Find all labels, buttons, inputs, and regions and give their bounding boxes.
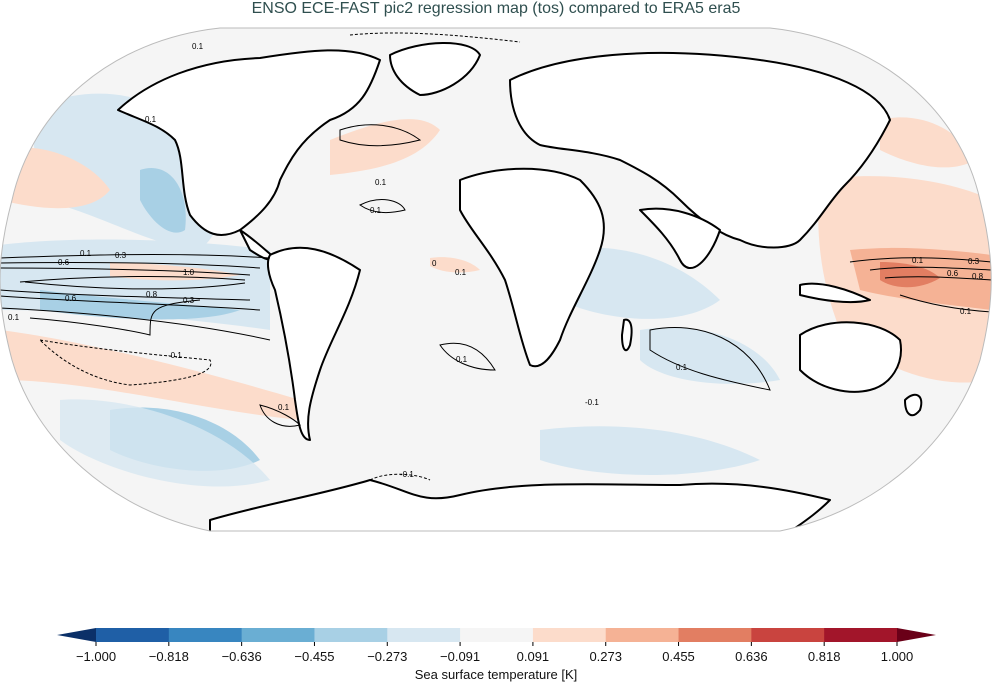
svg-text:1.0: 1.0 [183, 268, 195, 277]
svg-text:0.1: 0.1 [960, 307, 972, 316]
svg-text:0.1: 0.1 [375, 178, 387, 187]
svg-text:0.1: 0.1 [145, 115, 157, 124]
svg-text:0.1: 0.1 [456, 355, 468, 364]
svg-text:0.3: 0.3 [115, 251, 127, 260]
colorbar-tick-label: 0.455 [662, 649, 695, 664]
svg-text:0.8: 0.8 [146, 290, 158, 299]
svg-text:-0.1: -0.1 [585, 398, 599, 407]
chart-title: ENSO ECE-FAST pic2 regression map (tos) … [251, 0, 741, 17]
svg-text:0.8: 0.8 [972, 272, 984, 281]
colorbar-tick-label: −0.273 [367, 649, 408, 664]
colorbar-segment [241, 628, 315, 642]
svg-text:0.1: 0.1 [912, 256, 924, 265]
svg-text:0: 0 [432, 259, 437, 268]
svg-text:-0.1: -0.1 [400, 470, 414, 479]
colorbar-tick-label: 0.818 [807, 649, 841, 664]
svg-text:-0.1: -0.1 [168, 351, 182, 360]
svg-text:0.1: 0.1 [80, 249, 92, 258]
svg-text:0.6: 0.6 [65, 294, 77, 303]
svg-text:0.6: 0.6 [947, 269, 959, 278]
colorbar-tick-label: −0.818 [148, 649, 189, 664]
svg-text:0.6: 0.6 [58, 258, 70, 267]
colorbar-tick-label: 0.273 [589, 649, 622, 664]
svg-text:0.1: 0.1 [370, 206, 382, 215]
svg-text:0.1: 0.1 [192, 42, 204, 51]
colorbar-segment [314, 628, 388, 642]
colorbar-segment [824, 628, 898, 642]
svg-text:0.3: 0.3 [183, 296, 195, 305]
colorbar-segment [678, 628, 752, 642]
robinson-map: 0.1 0.3 0.6 1.0 0.6 0.8 0.3 0.1 -0.1 0.1… [0, 27, 992, 532]
colorbar-tick-label: −0.455 [294, 649, 335, 664]
colorbar-tick-label: −1.000 [75, 649, 117, 664]
colorbar-label: Sea surface temperature [K] [414, 667, 578, 682]
colorbar-extend-max [897, 628, 936, 642]
svg-text:0.1: 0.1 [278, 403, 290, 412]
colorbar-tick-label: −0.636 [221, 649, 262, 664]
colorbar-segment [605, 628, 680, 642]
colorbar-segment [168, 628, 243, 642]
colorbar-extend-min [57, 628, 96, 642]
colorbar-tick-label: 0.636 [735, 649, 768, 664]
colorbar-segment [532, 628, 607, 642]
colorbar [57, 628, 936, 646]
svg-text:0.1: 0.1 [676, 363, 688, 372]
colorbar-segment [460, 628, 534, 642]
colorbar-ticks: −1.000 −0.818 −0.636 −0.455 −0.273 −0.091 0.09… [0, 649, 992, 665]
svg-text:0.1: 0.1 [8, 313, 20, 322]
svg-text:0.3: 0.3 [968, 257, 980, 266]
colorbar-segment [387, 628, 461, 642]
colorbar-tick-label: −0.091 [440, 649, 481, 664]
colorbar-segment [96, 628, 170, 642]
colorbar-segment [751, 628, 825, 642]
svg-text:0.1: 0.1 [455, 268, 467, 277]
colorbar-tick-label: 1.000 [880, 649, 914, 664]
colorbar-tick-label: 0.091 [516, 649, 550, 664]
